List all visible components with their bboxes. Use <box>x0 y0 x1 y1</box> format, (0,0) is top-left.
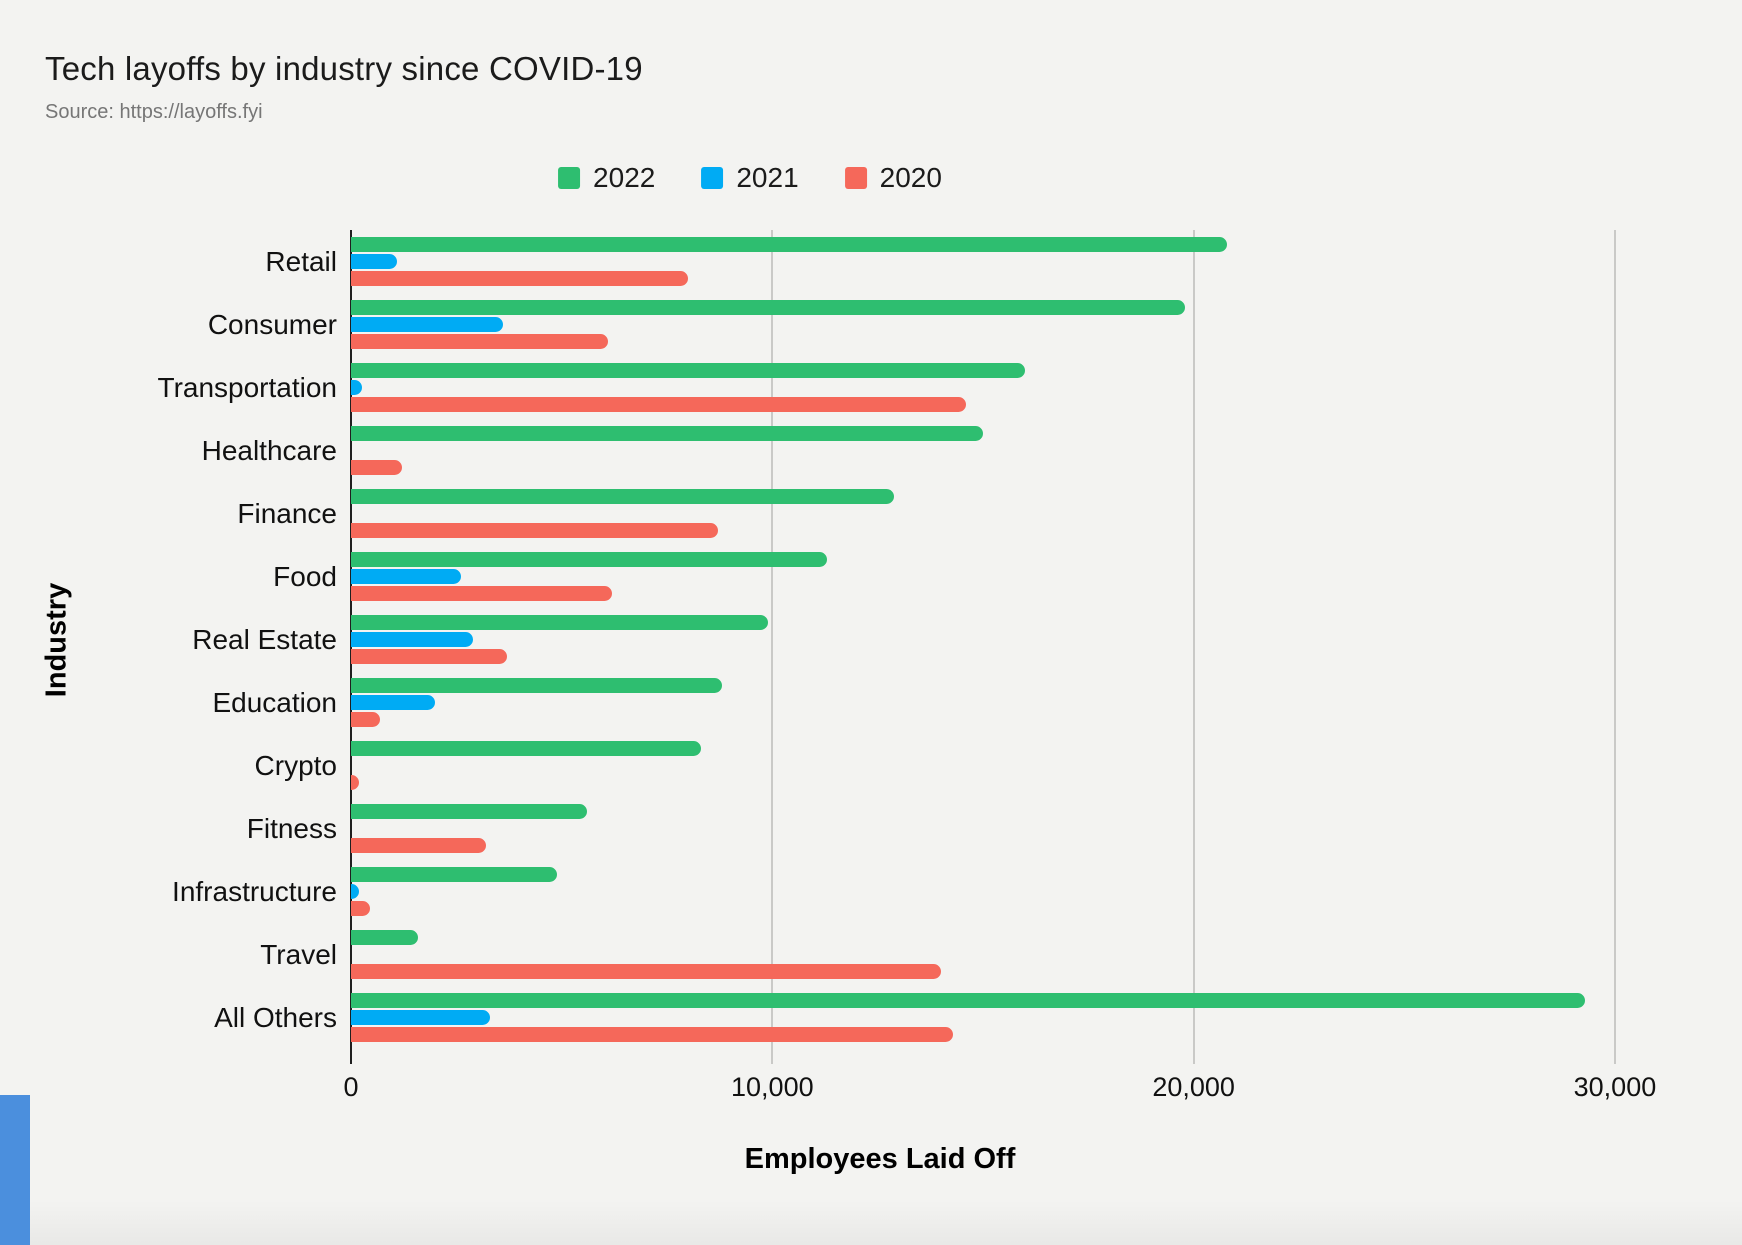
bar-2020-retail <box>351 271 689 286</box>
bar-2020-transportation <box>351 397 967 412</box>
chart-title: Tech layoffs by industry since COVID-19 <box>45 50 643 87</box>
legend-swatch-2020 <box>844 167 867 189</box>
bar-2020-fitness <box>351 838 486 853</box>
category-label-fitness: Fitness <box>246 812 337 844</box>
bar-2020-education <box>351 712 381 727</box>
x-axis-title: Employees Laid Off <box>744 1143 1016 1175</box>
legend-label-2022: 2022 <box>593 162 656 193</box>
x-tick-label-20000: 20,000 <box>1152 1072 1235 1102</box>
category-label-food: Food <box>273 560 337 592</box>
bar-2022-travel <box>351 930 419 945</box>
bar-2020-finance <box>351 523 718 538</box>
plot-area: Retail Consumer Transportation Healthcare Fi… <box>158 230 1695 1064</box>
bar-2021-retail <box>351 254 398 269</box>
x-tick-label-0: 0 <box>343 1072 359 1102</box>
gridline-10000 <box>771 230 774 1064</box>
row-consumer: Consumer <box>208 293 1695 356</box>
bar-2020-real-estate <box>351 649 507 664</box>
chart-source-link[interactable]: Source: https://layoffs.fyi <box>45 101 263 123</box>
row-healthcare: Healthcare <box>202 419 1695 482</box>
row-all-others: All Others <box>214 986 1695 1049</box>
bar-2020-healthcare <box>351 460 402 475</box>
gridline-20000 <box>1192 230 1195 1064</box>
y-axis-line <box>350 230 352 1064</box>
bar-2021-education <box>351 695 436 710</box>
bottom-edge-shade <box>0 1200 1742 1245</box>
category-label-transportation: Transportation <box>157 371 338 403</box>
row-retail: Retail <box>265 230 1695 293</box>
legend-label-2020: 2020 <box>879 162 942 193</box>
bar-2021-all-others <box>351 1010 491 1025</box>
legend-item-2020[interactable]: 2020 <box>844 162 942 194</box>
row-real-estate: Real Estate <box>192 608 1695 671</box>
category-label-all-others: All Others <box>214 1001 337 1033</box>
category-label-finance: Finance <box>237 497 337 529</box>
bar-2022-fitness <box>351 804 587 819</box>
category-label-healthcare: Healthcare <box>201 434 337 466</box>
category-label-consumer: Consumer <box>207 308 337 340</box>
bar-2021-real-estate <box>351 632 474 647</box>
category-label-travel: Travel <box>260 938 337 970</box>
y-axis-title: Industry <box>40 582 73 698</box>
legend-swatch-2021 <box>701 167 724 189</box>
bar-rows: Retail Consumer Transportation Healthcare Fi… <box>158 230 1695 1050</box>
bar-2020-all-others <box>351 1027 954 1042</box>
bar-2020-crypto <box>351 775 360 790</box>
corner-accent-artifact <box>0 1095 30 1245</box>
row-education: Education <box>212 671 1695 734</box>
bar-2022-all-others <box>351 993 1586 1008</box>
row-crypto: Crypto <box>255 734 1695 797</box>
bar-2021-food <box>351 569 461 584</box>
row-finance: Finance <box>237 482 1695 545</box>
bar-2022-infrastructure <box>351 867 558 882</box>
category-label-infrastructure: Infrastructure <box>172 875 337 907</box>
bar-2020-infrastructure <box>351 901 370 916</box>
bar-2022-healthcare <box>351 426 983 441</box>
bar-2022-retail <box>351 237 1228 252</box>
bar-2020-travel <box>351 964 941 979</box>
category-label-crypto: Crypto <box>254 749 337 781</box>
bar-2021-infrastructure <box>351 884 360 899</box>
bar-2022-finance <box>351 489 895 504</box>
legend-item-2021[interactable]: 2021 <box>701 162 799 194</box>
legend: 2022 2021 2020 <box>558 162 942 194</box>
row-food: Food <box>273 545 1695 608</box>
bar-2020-consumer <box>351 334 608 349</box>
gridline-30000 <box>1613 230 1616 1064</box>
row-fitness: Fitness <box>247 797 1695 860</box>
bar-2022-real-estate <box>351 615 769 630</box>
bar-2022-transportation <box>351 363 1026 378</box>
category-label-education: Education <box>212 686 337 718</box>
legend-label-2021: 2021 <box>736 162 799 193</box>
bar-2021-transportation <box>351 380 362 395</box>
legend-swatch-2022 <box>558 167 581 189</box>
row-travel: Travel <box>260 923 1695 986</box>
row-infrastructure: Infrastructure <box>172 860 1695 923</box>
bar-2022-food <box>351 552 828 567</box>
bar-2022-crypto <box>351 741 701 756</box>
x-tick-label-10000: 10,000 <box>731 1072 814 1102</box>
x-tick-label-30000: 30,000 <box>1573 1072 1657 1102</box>
bar-2022-consumer <box>351 300 1186 315</box>
bar-2021-consumer <box>351 317 503 332</box>
category-label-real-estate: Real Estate <box>192 623 337 655</box>
row-transportation: Transportation <box>158 356 1695 419</box>
category-label-retail: Retail <box>265 245 337 277</box>
bar-2022-education <box>351 678 722 693</box>
legend-item-2022[interactable]: 2022 <box>558 162 655 194</box>
bar-2020-food <box>351 586 613 601</box>
